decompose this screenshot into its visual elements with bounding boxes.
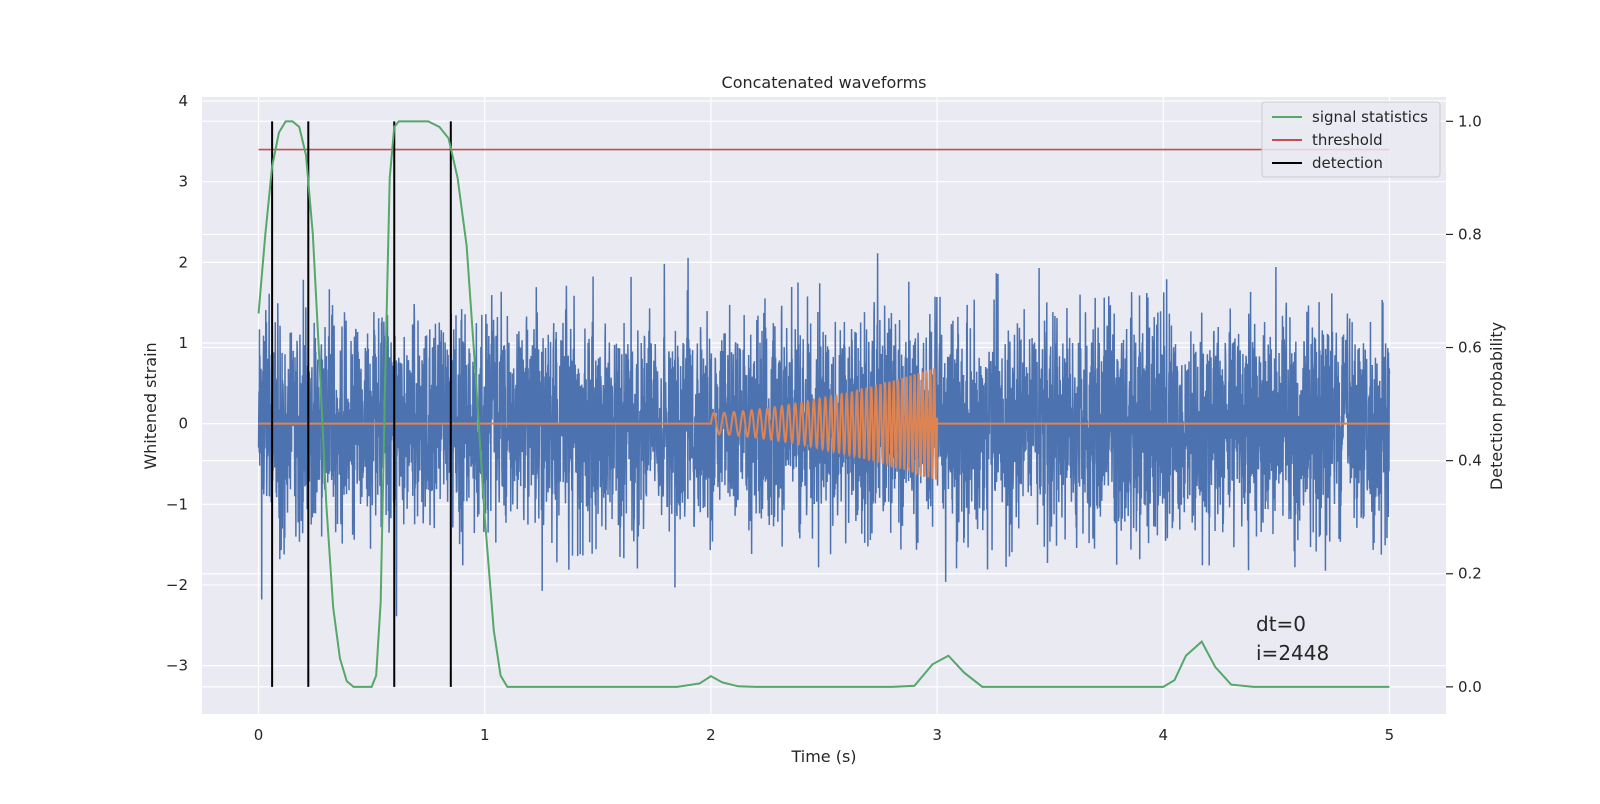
y-tick-label-left: 3 [178,173,188,191]
y-tick-label-right: 0.0 [1458,678,1482,696]
legend-label-threshold: threshold [1312,131,1383,149]
y-tick-label-right: 0.8 [1458,225,1482,243]
y-tick-label-left: −1 [166,495,188,513]
y-tick-label-right: 0.4 [1458,452,1482,470]
x-tick-label: 4 [1158,726,1168,744]
x-tick-label: 3 [932,726,942,744]
signal-statistics-line [257,120,1390,688]
y-tick-label-left: 1 [178,334,188,352]
x-axis-label: Time (s) [790,747,856,766]
y-tick-label-left: −3 [166,657,188,675]
y-tick-label-left: 2 [178,253,188,271]
y-axis-label-right: Detection probability [1487,322,1506,490]
y-tick-label-right: 1.0 [1458,112,1482,130]
x-tick-label: 5 [1385,726,1395,744]
x-tick-label: 1 [480,726,490,744]
y-tick-label-left: 4 [178,92,188,110]
legend-label-signal-statistics: signal statistics [1312,108,1428,126]
y-tick-label-left: 0 [178,415,188,433]
legend: signal statistics threshold detection [1261,101,1441,178]
y-tick-label-right: 0.6 [1458,339,1482,357]
y-tick-label-right: 0.2 [1458,565,1482,583]
chart-title: Concatenated waveforms [722,73,927,92]
annotation-i: i=2448 [1256,641,1329,665]
legend-label-detection: detection [1312,154,1383,172]
y-tick-label-left: −2 [166,576,188,594]
annotation-dt: dt=0 [1256,612,1306,636]
x-tick-label: 2 [706,726,716,744]
x-tick-label: 0 [254,726,264,744]
y-axis-label-left: Whitened strain [141,342,160,469]
series-layer [257,120,1391,688]
axis-layer: 0 1 2 3 4 5 −3 −2 −1 0 1 2 3 4 0.0 0.2 0.4 0.6 0.8 1.0 [166,92,1482,744]
waveform-line [258,368,1390,480]
legend-box [1261,101,1441,178]
